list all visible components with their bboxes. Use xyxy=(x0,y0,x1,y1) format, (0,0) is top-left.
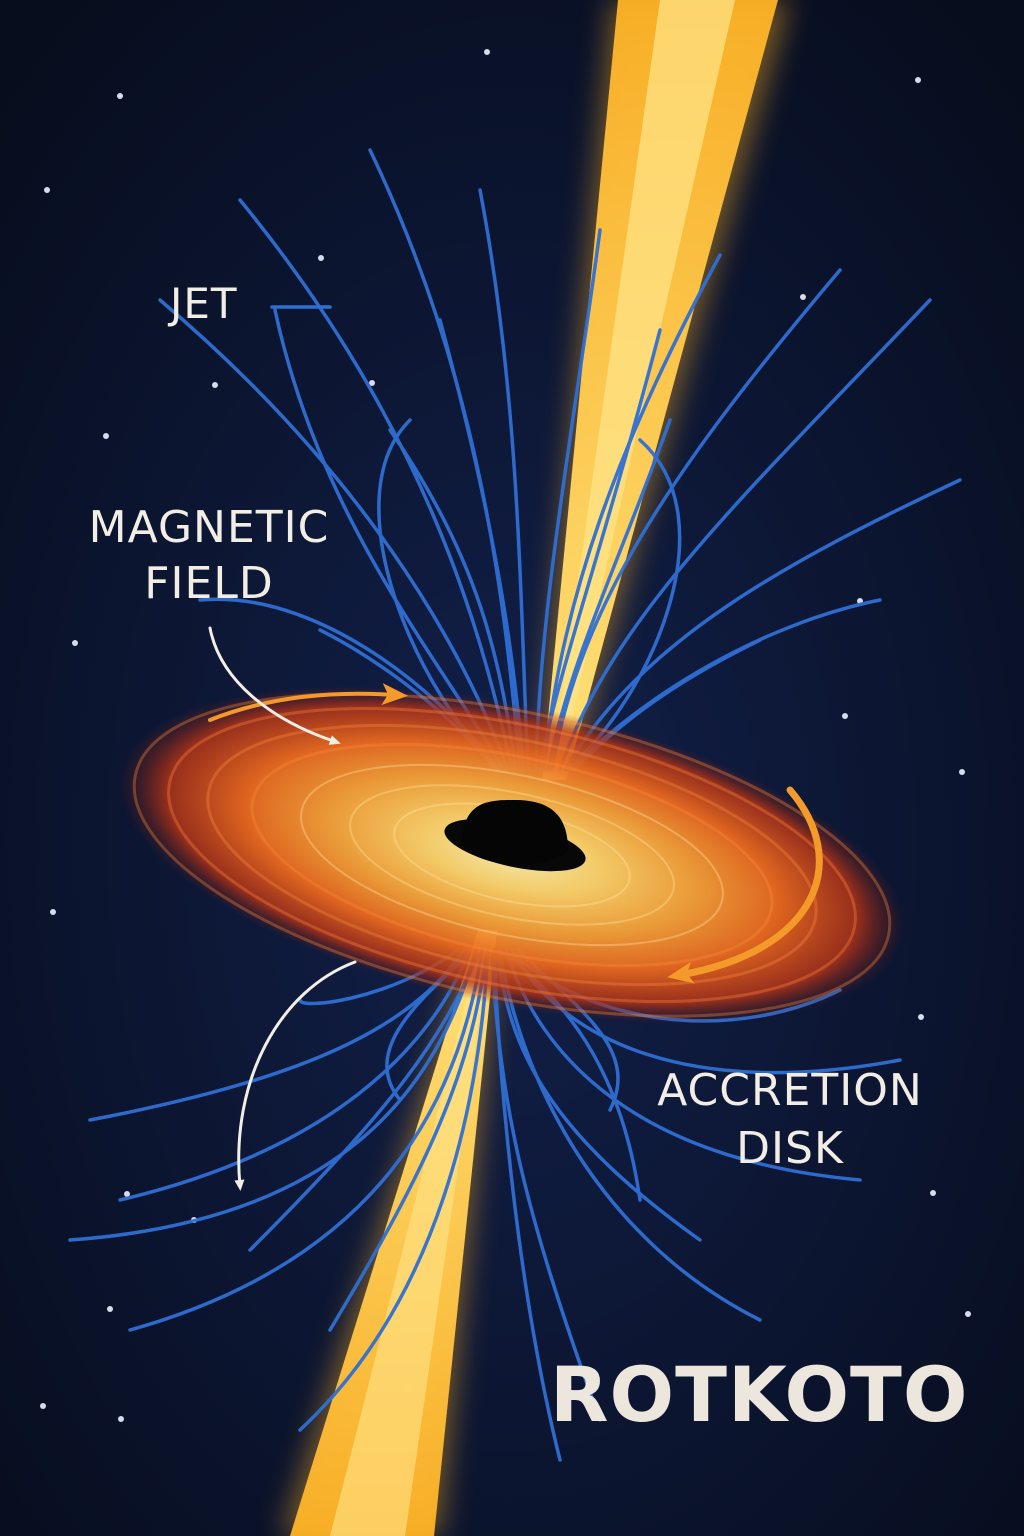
star-icon xyxy=(842,713,848,719)
accretion-disk-label-line2: DISK xyxy=(736,1123,844,1175)
brand-wordmark: ROTKOTO xyxy=(550,1350,969,1439)
pointer-arrow-icon xyxy=(208,626,341,745)
rotation-arrow-icon xyxy=(667,786,823,984)
star-icon xyxy=(44,187,50,193)
magnetic-field-label: MAGNETIC FIELD xyxy=(78,502,340,610)
accretion-disk-label-line1: ACCRETION xyxy=(657,1065,923,1116)
star-icon xyxy=(40,1403,46,1409)
magnetic-field-label-line1: MAGNETIC xyxy=(88,502,330,553)
star-icon xyxy=(50,909,56,915)
star-icon xyxy=(107,1306,113,1312)
star-icon xyxy=(930,1190,936,1196)
star-icon xyxy=(318,255,324,261)
magnetic-field-label-line2: FIELD xyxy=(144,558,274,610)
star-icon xyxy=(484,49,490,55)
star-icon xyxy=(369,380,375,386)
black-hole-icon xyxy=(444,800,586,872)
star-icon xyxy=(72,640,78,646)
star-icon xyxy=(965,1311,971,1317)
star-icon xyxy=(918,1014,924,1020)
jet-label: JET xyxy=(170,279,238,328)
star-icon xyxy=(212,382,218,388)
star-icon xyxy=(118,1416,124,1422)
star-icon xyxy=(103,433,109,439)
upper-jet xyxy=(538,0,790,780)
star-icon xyxy=(959,769,965,775)
accretion-disk-label: ACCRETION DISK xyxy=(640,1065,940,1175)
star-icon xyxy=(800,294,806,300)
pointer-arrow-icon xyxy=(234,960,357,1191)
star-icon xyxy=(117,93,123,99)
star-icon xyxy=(124,1191,130,1197)
rotation-arrow-icon xyxy=(208,683,408,722)
star-icon xyxy=(915,77,921,83)
magnetic-field-lines-upper xyxy=(158,148,962,772)
